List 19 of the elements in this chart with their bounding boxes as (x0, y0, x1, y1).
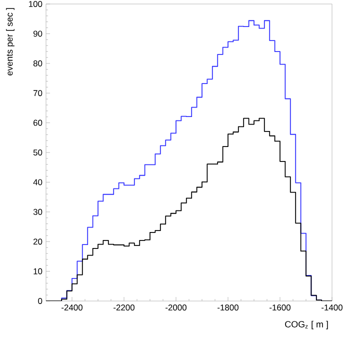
y-tick-label: 30 (33, 208, 42, 215)
y-tick-label: 20 (33, 238, 42, 245)
x-tick-label: -1800 (218, 304, 238, 311)
y-tick-label: 40 (33, 179, 42, 186)
y-tick-label: 100 (28, 1, 42, 7)
x-tick-label: -2000 (166, 304, 186, 311)
y-tick-label: 70 (34, 90, 42, 96)
y-tick-label: 10 (34, 268, 42, 274)
x-tick-label: -1600 (270, 304, 290, 311)
y-axis-title: events per [ sec ] (6, 8, 14, 76)
x-tick-label: -2400 (62, 304, 82, 311)
x-axis-title: COG$_{z}$ [ m ] (285, 320, 328, 330)
y-tick-label: 60 (34, 120, 42, 126)
y-tick-label: 80 (33, 60, 42, 66)
y-tick-label: 50 (33, 150, 42, 156)
x-tick-label: -2200 (114, 304, 134, 311)
y-tick-label: 90 (33, 30, 42, 37)
y-tick-label: 0 (38, 298, 42, 304)
x-tick-label: -1400 (322, 304, 342, 311)
